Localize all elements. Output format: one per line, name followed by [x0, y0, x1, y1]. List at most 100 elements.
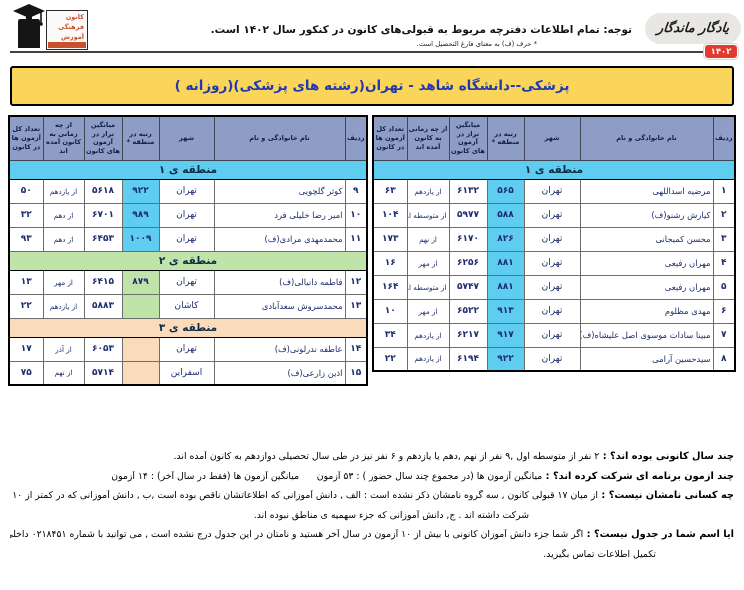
cell-region-rank: ۹۱۷ [486, 322, 525, 348]
results-table-right: ردیف نام خانوادگی و نام شهر رتبه در منطقه *… [372, 115, 736, 372]
cell-total-exams: ۶۳ [372, 178, 408, 204]
faq-line: آیا اسم شما در جدول نیست؟ : اگر شما جزء … [10, 529, 734, 542]
faq-answer: شرکت داشته اند . ج, دانش آموزانی که جزء … [253, 509, 529, 521]
table-row: ۹ کوثر گلچویی تهران ۹۲۲ ۵۶۱۸ از یازدهم ۵۰ [8, 178, 368, 204]
cell-total-exams: ۱۳ [8, 269, 44, 295]
cell-total-exams: ۲۲ [8, 293, 44, 319]
cell-total-exams: ۱۷۳ [372, 226, 408, 252]
cell-average-score: ۶۴۱۵ [83, 269, 123, 295]
cell-city: تهران [523, 202, 581, 228]
cell-average-score: ۶۷۰۱ [83, 202, 123, 228]
cell-city: تهران [523, 274, 581, 300]
notice-block: توجه: تمام اطلاعات دفترچه مربوط به قبولی… [211, 24, 632, 48]
results-table-left: ردیف نام خانوادگی و نام شهر رتبه در منطقه *… [8, 115, 368, 386]
cell-row-number: ۳ [712, 226, 736, 252]
table-row: ۱۱ محمدمهدی مرادی(ف) تهران ۱۰۰۹ ۶۴۵۳ از دهم ۹۳ [8, 226, 368, 252]
cell-region-rank: ۵۸۸ [486, 202, 525, 228]
cell-average-score: ۵۹۷۷ [448, 202, 488, 228]
region-band-label: منطقه ی ۱ [8, 159, 368, 180]
cell-since: از دهم [42, 202, 85, 228]
region-band: منطقه ی ۱ [372, 159, 736, 180]
cell-name: محسن کمیجانی [579, 226, 714, 252]
cell-row-number: ۶ [712, 298, 736, 324]
cell-name: مهران رفیعی [579, 274, 714, 300]
faq-answer: از میان ۱۷ قبولی کانون , سه گروه نامشان … [10, 490, 598, 501]
results-table-left-wrap: ردیف نام خانوادگی و نام شهر رتبه در منطقه *… [8, 115, 368, 386]
cell-name: کیارش رشنو(ف) [579, 202, 714, 228]
table-row: ۱ مرضیه اسداللهی تهران ۵۶۵ ۶۱۳۲ از یازدهم ۶۳ [372, 178, 736, 204]
cell-region-rank [121, 360, 160, 386]
cell-since: از یازدهم [42, 293, 85, 319]
column-header: از چه زمانی به کانون آمده اند [42, 115, 85, 161]
cell-name: فاطمه دانیالی(ف) [213, 269, 346, 295]
cell-average-score: ۶۱۳۲ [448, 178, 488, 204]
cell-average-score: ۶۱۹۴ [448, 346, 488, 372]
faq-answer: اگر شما جزء دانش آموزان کانونی با بیش از… [10, 529, 584, 540]
cell-region-rank: ۱۰۰۹ [121, 226, 160, 252]
column-header: میانگین تراز در آزمون های کانون [83, 115, 123, 161]
table-row: ۱۳ محمدسروش سعدآبادی کاشان ۵۸۸۳ از یازدهم ۲۲ [8, 293, 368, 319]
cell-city: تهران [523, 346, 581, 372]
cell-city: تهران [523, 298, 581, 324]
region-band: منطقه ی ۲ [8, 250, 368, 271]
column-header: رتبه در منطقه * [486, 115, 525, 161]
faq-line: شرکت داشته اند . ج, دانش آموزانی که جزء … [10, 510, 529, 523]
logo-text-line: فرهنگی [58, 22, 84, 31]
cell-total-exams: ۱۷ [8, 336, 44, 362]
cell-average-score: ۶۴۵۳ [83, 226, 123, 252]
table-row: ۱۰ امیر رضا خلیلی فرد تهران ۹۸۹ ۶۷۰۱ از دهم ۳۲ [8, 202, 368, 228]
cell-region-rank: ۸۸۱ [486, 274, 525, 300]
cell-city: تهران [523, 226, 581, 252]
cell-city: تهران [523, 178, 581, 204]
table-row: ۴ مهران رفیعی تهران ۸۸۱ ۶۲۵۶ از مهر ۱۶ [372, 250, 736, 276]
cell-name: مهران رفیعی [579, 250, 714, 276]
column-header: تعداد کل آزمون ها در کانون [8, 115, 44, 161]
year-badge: ۱۴۰۲ [703, 43, 739, 60]
cell-name: امیر رضا خلیلی فرد [213, 202, 346, 228]
cell-row-number: ۸ [712, 346, 736, 372]
cell-since: از دهم [42, 226, 85, 252]
region-band-label: منطقه ی ۳ [8, 317, 368, 338]
column-header: شهر [158, 115, 215, 161]
title-bar: پزشکی--دانشگاه شاهد - تهران(رشته های پزش… [10, 66, 734, 106]
kanoon-logo: کانون فرهنگی آموزش [12, 3, 88, 51]
cell-city: تهران [523, 322, 581, 348]
cell-total-exams: ۷۵ [8, 360, 44, 386]
brand-title: یادگار ماندگار [656, 21, 730, 36]
faq-line: چه کسانی نامشان نیست؟ : از میان ۱۷ قبولی… [10, 490, 734, 503]
region-band: منطقه ی ۳ [8, 317, 368, 338]
cell-row-number: ۲ [712, 202, 736, 228]
cell-name: مهدی مظلوم [579, 298, 714, 324]
cell-region-rank: ۹۸۹ [121, 202, 160, 228]
cell-average-score: ۶۱۷۰ [448, 226, 488, 252]
region-band: منطقه ی ۱ [8, 159, 368, 180]
notice-text: توجه: تمام اطلاعات دفترچه مربوط به قبولی… [210, 24, 632, 36]
cell-since: از متوسطه اول [406, 274, 450, 300]
cell-since: از مهر [406, 250, 450, 276]
cell-row-number: ۱۴ [344, 336, 368, 362]
cell-row-number: ۱۰ [344, 202, 368, 228]
cell-row-number: ۵ [712, 274, 736, 300]
faq-answer: میانگین آزمون ها (در مجموع چند سال حضور … [111, 470, 543, 482]
notice-footnote: * حرف (ف) به معنای فارغ التحصیل است. [416, 40, 537, 48]
column-header: ردیف [344, 115, 368, 161]
cell-average-score: ۵۶۱۸ [83, 178, 123, 204]
region-band-label: منطقه ی ۱ [372, 159, 736, 180]
cell-name: عاطفه ندرلونی(ف) [213, 336, 346, 362]
brand-logo: یادگار ماندگار [645, 13, 741, 44]
cell-row-number: ۱۵ [344, 360, 368, 386]
cell-region-rank: ۸۲۶ [486, 226, 525, 252]
cell-city: تهران [523, 250, 581, 276]
cell-row-number: ۴ [712, 250, 736, 276]
faq-section: چند سال کانونی بوده اند؟ : ۲ نفر از متوس… [10, 451, 734, 568]
cell-region-rank: ۹۲۲ [486, 346, 525, 372]
faq-line: تکمیل اطلاعات تماس بگیرید. [10, 549, 656, 562]
cell-region-rank: ۵۶۵ [486, 178, 525, 204]
faq-question: چه کسانی نامشان نیست؟ : [597, 490, 734, 501]
table-row: ۱۵ اذین زارعی(ف) اسفراین ۵۷۱۴ از نهم ۷۵ [8, 360, 368, 386]
cell-total-exams: ۵۰ [8, 178, 44, 204]
cell-since: از متوسطه اول [406, 202, 450, 228]
cell-average-score: ۶۲۵۶ [448, 250, 488, 276]
